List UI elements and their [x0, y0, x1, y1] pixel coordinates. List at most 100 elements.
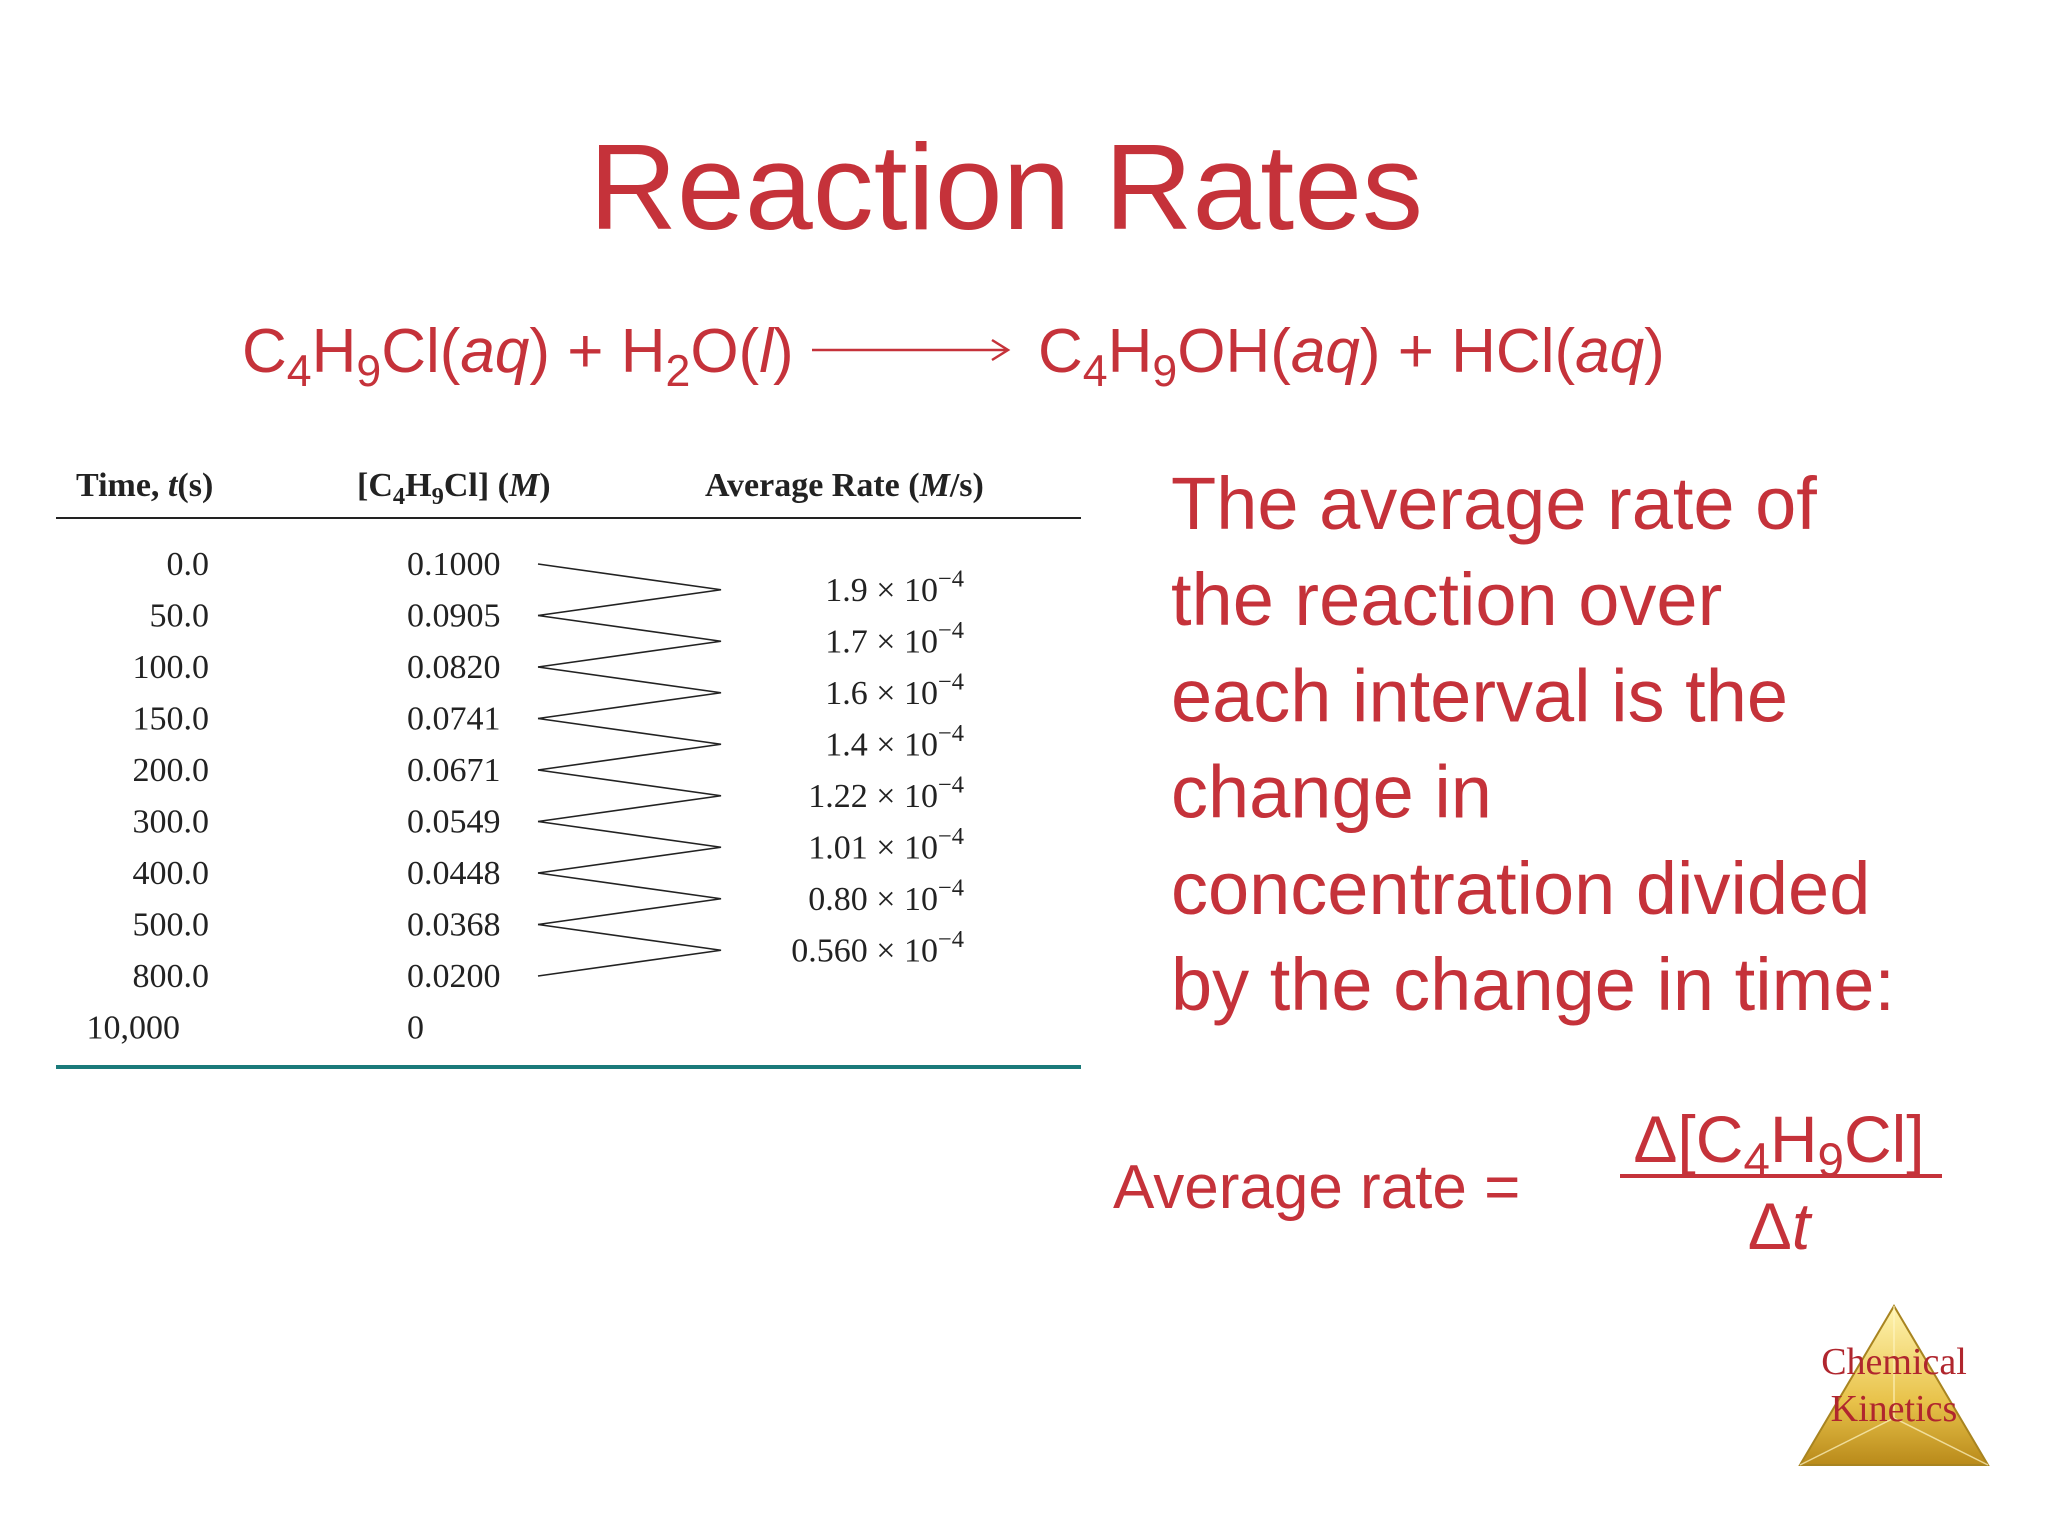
table-header-part: H	[405, 467, 431, 504]
formula-numerator-part: Δ[C	[1633, 1102, 1743, 1176]
table-header: Average Rate (M/s)	[705, 467, 984, 504]
rate-cell-part: −4	[938, 720, 964, 747]
rate-cell-part: 0.80 × 10	[808, 881, 938, 918]
rate-cell-part: 0.560 × 10	[791, 932, 938, 969]
formula-numerator: Δ[C4H9Cl]	[1633, 1102, 1924, 1187]
table-header-part: Average Rate (	[705, 467, 920, 504]
equation-products-part: aq	[1291, 317, 1360, 386]
rate-cell-part: 1.22 × 10	[808, 778, 938, 815]
equation-reactants-part: aq	[460, 317, 529, 386]
equation-products-part: )	[1644, 317, 1665, 386]
equation-reactants-part: C	[242, 317, 287, 386]
formula-denominator: Δt	[1748, 1189, 1813, 1263]
equation-products-part: H	[1108, 317, 1153, 386]
table-header-part: Time,	[76, 467, 168, 504]
equation-reactants-part: Cl(	[381, 317, 461, 386]
concentration-cell: 0.0448	[407, 855, 501, 892]
formula-numerator-part: Cl]	[1844, 1102, 1925, 1176]
equation-products-part: OH(	[1177, 317, 1291, 386]
rate-cell-part: 1.9 × 10	[825, 572, 938, 609]
concentration-cell: 0.0820	[407, 649, 501, 686]
rate-cell-part: 1.4 × 10	[825, 726, 938, 763]
concentration-cell: 0.1000	[407, 546, 501, 583]
slide-title: Reaction Rates	[589, 119, 1423, 255]
equation-reactants-part: l	[759, 317, 775, 386]
equation-reactants: C4H9Cl(aq) + H2O(l)	[242, 317, 794, 396]
table-header-part: M	[508, 467, 541, 504]
description-line: the reaction over	[1171, 558, 1722, 641]
equation-products-part: 9	[1152, 347, 1177, 396]
description-line: concentration divided	[1171, 847, 1870, 930]
table-header-part: (s)	[177, 467, 213, 504]
connector	[537, 820, 722, 874]
rate-cell-part: −4	[938, 617, 964, 644]
time-cell: 0.0	[167, 546, 210, 583]
equation-reactants-part: ) + H	[529, 317, 665, 386]
equation-products-part: aq	[1575, 317, 1644, 386]
equation-reactants-part: H	[312, 317, 357, 386]
rate-cell-part: −4	[938, 668, 964, 695]
rate-cell-part: 1.7 × 10	[825, 623, 938, 660]
rate-cell-part: 1.6 × 10	[825, 675, 938, 712]
table-header-part: )	[539, 467, 550, 504]
logo-facet	[1893, 1417, 1989, 1466]
connector	[537, 563, 722, 617]
equation-reactants-part: 4	[287, 347, 312, 396]
time-cell: 100.0	[133, 649, 210, 686]
equation-reactants-part: 2	[665, 347, 690, 396]
formula-numerator-part: 9	[1818, 1134, 1844, 1187]
logo-text: Kinetics	[1831, 1388, 1958, 1430]
time-cell: 500.0	[133, 907, 210, 944]
concentration-cell: 0.0368	[407, 907, 501, 944]
rate-cell-part: −4	[938, 926, 964, 953]
rate-cell: 0.560 × 10−4	[791, 926, 964, 969]
connector	[537, 717, 722, 771]
rate-cell: 1.4 × 10−4	[825, 720, 964, 763]
formula-numerator-part: H	[1770, 1102, 1818, 1176]
time-cell: 800.0	[133, 958, 210, 995]
time-cell: 200.0	[133, 752, 210, 789]
connector	[537, 872, 722, 926]
rate-cell-part: −4	[938, 565, 964, 592]
rate-cell: 1.7 × 10−4	[825, 617, 964, 660]
rate-cell: 1.01 × 10−4	[808, 823, 964, 866]
rate-cell: 1.6 × 10−4	[825, 668, 964, 711]
connector	[537, 923, 722, 977]
rate-cell: 1.9 × 10−4	[825, 565, 964, 608]
rate-cell-part: −4	[938, 771, 964, 798]
connector	[537, 614, 722, 668]
logo-text: Chemical	[1821, 1341, 1967, 1383]
table-header: Time, t(s)	[76, 467, 213, 504]
concentration-cell: 0.0671	[407, 752, 501, 789]
time-cell: 300.0	[133, 804, 210, 841]
table-header-part: t	[168, 467, 179, 504]
description-line: The average rate of	[1171, 462, 1817, 545]
table-header-part: Cl] (	[444, 467, 509, 504]
concentration-cell: 0.0741	[407, 701, 501, 738]
concentration-cell: 0	[407, 1010, 424, 1047]
interval-connectors	[537, 563, 722, 977]
equation-products-part: 4	[1083, 347, 1108, 396]
time-cell: 50.0	[150, 598, 210, 635]
time-cell: 150.0	[133, 701, 210, 738]
equation-reactants-part: )	[773, 317, 794, 386]
rate-cell: 0.80 × 10−4	[808, 874, 964, 917]
connector	[537, 666, 722, 720]
table-header-part: M	[919, 467, 952, 504]
formula-numerator-part: 4	[1743, 1134, 1769, 1187]
equation-reactants-part: O(	[690, 317, 759, 386]
concentration-cell: 0.0905	[407, 598, 501, 635]
concentration-cell: 0.0200	[407, 958, 501, 995]
description-line: change in	[1171, 751, 1492, 834]
table-header-part: 4	[393, 483, 405, 510]
rate-cell: 1.22 × 10−4	[808, 771, 964, 814]
rate-cell-part: −4	[938, 874, 964, 901]
equation-reactants-part: 9	[356, 347, 381, 396]
rate-cell-part: −4	[938, 823, 964, 850]
table-header: [C4H9Cl] (M)	[357, 467, 551, 510]
description-line: each interval is the	[1171, 654, 1788, 737]
rate-cell-part: 1.01 × 10	[808, 829, 938, 866]
table-header-part: /s)	[949, 467, 984, 504]
equation-products: C4H9OH(aq) + HCl(aq)	[1038, 317, 1665, 396]
